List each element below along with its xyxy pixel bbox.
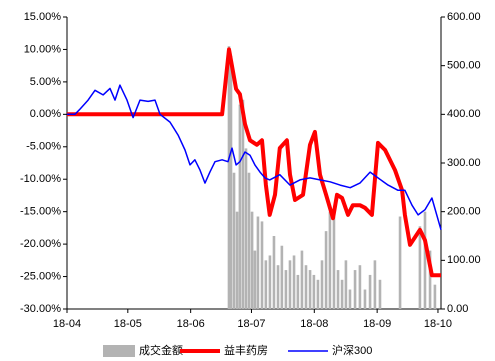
volume-bar [296, 274, 300, 309]
y2-tick-label: 500.00 [447, 60, 481, 72]
x-tick-label: 18-04 [53, 318, 81, 330]
volume-bar [316, 279, 320, 309]
y-tick-label: 0.00% [30, 108, 61, 120]
volume-bar [398, 216, 402, 309]
volume-bar [232, 172, 236, 309]
volume-bar [428, 250, 432, 309]
volume-bar [304, 265, 308, 309]
volume-bar [280, 245, 284, 309]
volume-bar [373, 260, 377, 309]
volume-bar [284, 270, 288, 309]
volume-bar [433, 284, 437, 309]
volume-bar [288, 260, 292, 309]
x-tick-label: 18-05 [114, 318, 142, 330]
volume-bar [336, 270, 340, 309]
volume-bar [348, 289, 352, 309]
x-tick-label: 18-07 [237, 318, 265, 330]
volume-bar [363, 289, 367, 309]
legend-label: 沪深300 [332, 343, 372, 357]
y2-tick-label: 200.00 [447, 206, 481, 218]
volume-bar [247, 172, 251, 309]
line-series [67, 84, 442, 231]
volume-bar [229, 55, 233, 309]
volume-bar [264, 260, 268, 309]
legend-label: 成交金额 [139, 343, 183, 357]
y-tick-label: -15.00% [20, 206, 61, 218]
volume-bar [227, 46, 231, 309]
volume-bar [241, 99, 245, 309]
volume-bar [358, 265, 362, 309]
x-tick-label: 18-06 [177, 318, 205, 330]
volume-bar [423, 211, 427, 309]
line-series [67, 47, 441, 278]
y-tick-label: -30.00% [20, 303, 61, 315]
volume-bar [244, 148, 248, 309]
y2-tick-label: 100.00 [447, 254, 481, 266]
y-tick-label: -10.00% [20, 173, 61, 185]
volume-bar [320, 260, 324, 309]
volume-bar [308, 270, 312, 309]
volume-bar [324, 231, 328, 309]
y-tick-label: 15.00% [24, 11, 62, 23]
x-tick-label: 18-09 [363, 318, 391, 330]
volume-bar [256, 216, 260, 309]
volume-bar [276, 265, 280, 309]
y-tick-label: 5.00% [30, 76, 61, 88]
legend-swatch [103, 345, 135, 357]
volume-bar [235, 211, 239, 309]
x-tick-label: 18-08 [300, 318, 328, 330]
volume-bar [328, 211, 332, 309]
volume-bar [312, 274, 316, 309]
volume-bar [332, 216, 336, 309]
legend-label: 益丰药房 [224, 343, 268, 357]
volume-bar [268, 255, 272, 309]
volume-bar [272, 236, 276, 309]
volume-bar [368, 274, 372, 309]
volume-bar [353, 270, 357, 309]
volume-bar [260, 221, 264, 309]
y-tick-label: 10.00% [24, 43, 62, 55]
y-tick-label: -5.00% [26, 141, 61, 153]
y2-tick-label: 300.00 [447, 157, 481, 169]
x-tick-label: 18-10 [424, 318, 452, 330]
volume-bar [418, 226, 422, 309]
y-tick-label: -25.00% [20, 270, 61, 282]
volume-bar [253, 250, 257, 309]
y2-tick-label: 600.00 [447, 11, 481, 23]
volume-bar [238, 104, 242, 309]
y2-tick-label: 0.00 [447, 303, 468, 315]
volume-bar [378, 279, 382, 309]
y-tick-label: -20.00% [20, 238, 61, 250]
volume-bar [300, 250, 304, 309]
y2-tick-label: 400.00 [447, 108, 481, 120]
volume-bar [292, 255, 296, 309]
volume-bar [250, 211, 254, 309]
volume-bar [344, 260, 348, 309]
volume-bar [340, 279, 344, 309]
